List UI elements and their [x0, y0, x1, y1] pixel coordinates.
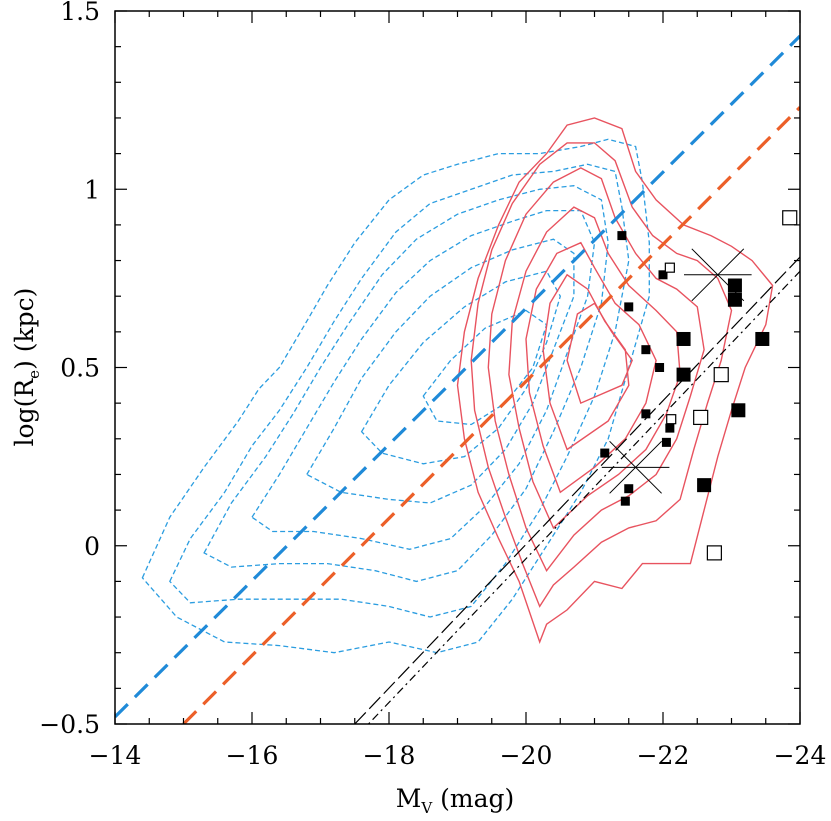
x-tick-labels: −14 −16 −18 −20 −22 −24: [89, 741, 827, 770]
x-tick-label: −24: [774, 741, 827, 770]
filled-square-11: [727, 278, 742, 293]
black-long-dash-line: [354, 256, 800, 724]
blue-contour-1: [169, 163, 630, 618]
open-square-5: [706, 545, 722, 561]
red-contour-1: [470, 142, 733, 608]
filled-square-3: [641, 345, 651, 355]
filled-square-5: [641, 409, 651, 419]
open-square-4: [693, 409, 709, 426]
blue-contour-5: [360, 270, 562, 465]
filled-square-12: [727, 292, 742, 307]
filled-square-6: [665, 423, 675, 433]
x-tick-label: −14: [89, 741, 142, 770]
blue-contour-6: [422, 309, 548, 426]
filled-square-2: [624, 302, 634, 312]
y-tick-label: 0: [84, 532, 100, 561]
red-contour-4: [525, 241, 657, 494]
filled-square-8: [600, 448, 610, 458]
y-tick-label: −0.5: [39, 710, 100, 739]
y-tick-labels: −0.5 0 0.5 1 1.5: [39, 0, 100, 739]
blue-contour-4: [305, 238, 575, 504]
x-tick-label: −22: [637, 741, 690, 770]
x-tick-label: −20: [500, 741, 553, 770]
y-axis-label: log(Re) (kpc): [10, 288, 43, 447]
x-tick-label: −18: [363, 741, 416, 770]
markers: [600, 210, 798, 561]
filled-square-13: [676, 331, 691, 346]
blue-dashed-contours: [141, 138, 650, 654]
red-contour-5: [542, 273, 630, 451]
filled-square-1: [658, 270, 668, 280]
y-axis-label-main: log(R: [10, 378, 39, 447]
filled-square-15: [676, 367, 691, 382]
red-contour-3: [508, 206, 681, 530]
filled-square-16: [731, 403, 746, 418]
black-dot-dash-line: [368, 270, 800, 724]
filled-square-0: [617, 231, 627, 241]
red-contour-2: [487, 167, 705, 573]
fit-lines: [115, 34, 800, 724]
filled-square-14: [755, 331, 770, 346]
red-contour-6: [566, 302, 633, 405]
y-tick-label: 0.5: [60, 354, 100, 383]
x-axis-label-main: M: [396, 784, 422, 813]
filled-square-4: [655, 363, 665, 372]
y-axis-label-sub: e: [25, 370, 43, 379]
x-axis-label-sub: V: [420, 799, 433, 817]
open-square-0: [664, 262, 675, 273]
filled-square-10: [620, 496, 630, 506]
orange-fit-line: [182, 106, 800, 724]
open-square-3: [713, 367, 729, 383]
filled-square-7: [661, 437, 671, 447]
axis-ticks: [114, 10, 801, 725]
y-axis-label-unit: ) (kpc): [10, 288, 39, 370]
open-square-1: [666, 414, 677, 425]
x-axis-label-unit: (mag): [432, 784, 514, 813]
blue-contour-3: [251, 209, 596, 550]
y-tick-label: 1: [84, 175, 100, 204]
blue-contour-2: [203, 185, 609, 583]
filled-square-9: [624, 484, 634, 494]
cross-marker-1: [601, 440, 670, 494]
x-tick-label: −16: [226, 741, 279, 770]
open-square-2: [782, 210, 798, 226]
filled-square-17: [697, 478, 712, 493]
y-tick-label: 1.5: [60, 0, 100, 26]
blue-fit-line: [115, 34, 800, 719]
x-axis-label: MV (mag): [396, 784, 515, 817]
blue-contour-0: [141, 138, 650, 654]
